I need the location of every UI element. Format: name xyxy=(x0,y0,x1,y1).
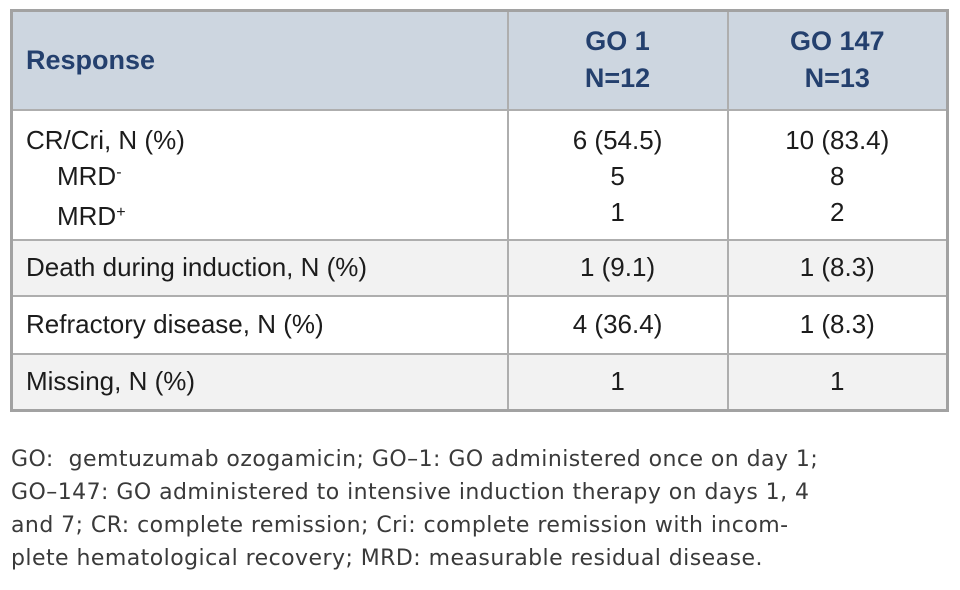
death-go1-value: 1 (9.1) xyxy=(506,238,729,297)
footnote-line-4: plete hematological recovery; MRD: measu… xyxy=(11,546,763,571)
cr-cri-go1-mrd-pos: 1 xyxy=(610,196,625,227)
refractory-go147-value: 1 (8.3) xyxy=(726,294,949,355)
table-row-refractory: Refractory disease, N (%) 4 (36.4) 1 (8.… xyxy=(10,294,949,355)
cr-cri-go147-mrd-pos: 2 xyxy=(830,196,845,227)
cr-cri-go147-total: 10 (83.4) xyxy=(785,124,890,155)
footnote-line-1: GO: gemtuzumab ozogamicin; GO–1: GO admi… xyxy=(11,447,819,472)
mrd-negative-label: MRD- xyxy=(57,160,122,191)
cr-cri-go147-mrd-neg: 8 xyxy=(830,160,845,191)
refractory-go1-value: 4 (36.4) xyxy=(506,294,729,355)
mrd-positive-label: MRD+ xyxy=(57,200,126,231)
table-row-death: Death during induction, N (%) 1 (9.1) 1 … xyxy=(10,238,949,297)
missing-go1-value: 1 xyxy=(506,352,729,412)
missing-label: Missing, N (%) xyxy=(10,352,509,412)
table-row-missing: Missing, N (%) 1 1 xyxy=(10,352,949,412)
response-results-table: Response GO 1 N=12 GO 147 N=13 CR/Cri, N… xyxy=(10,9,949,412)
footnote-line-3: and 7; CR: complete remission; Cri: comp… xyxy=(11,513,789,538)
cr-cri-go1-values: 6 (54.5) 5 1 xyxy=(506,108,729,241)
death-label: Death during induction, N (%) xyxy=(10,238,509,297)
superscript-plus: + xyxy=(116,203,126,222)
abbreviations-footnote: GO: gemtuzumab ozogamicin; GO–1: GO admi… xyxy=(11,443,956,575)
table-header-row: Response GO 1 N=12 GO 147 N=13 xyxy=(10,9,949,111)
header-go1-n: N=12 xyxy=(584,63,651,94)
missing-go147-value: 1 xyxy=(726,352,949,412)
cr-cri-go147-values: 10 (83.4) 8 2 xyxy=(726,108,949,241)
header-go1-title: GO 1 xyxy=(585,26,650,57)
header-go147: GO 147 N=13 xyxy=(726,9,949,111)
table-row-cr-cri: CR/Cri, N (%) MRD- MRD+ 6 (54.5) 5 1 10 … xyxy=(10,108,949,241)
death-go147-value: 1 (8.3) xyxy=(726,238,949,297)
refractory-label: Refractory disease, N (%) xyxy=(10,294,509,355)
header-go1: GO 1 N=12 xyxy=(506,9,729,111)
superscript-minus: - xyxy=(116,163,122,182)
header-response: Response xyxy=(10,9,509,111)
cr-cri-label: CR/Cri, N (%) xyxy=(26,124,185,155)
footnote-line-2: GO–147: GO administered to intensive ind… xyxy=(11,480,810,505)
cr-cri-go1-total: 6 (54.5) xyxy=(572,124,663,155)
row-label-cr-cri: CR/Cri, N (%) MRD- MRD+ xyxy=(10,108,509,241)
header-go147-title: GO 147 xyxy=(789,26,885,57)
cr-cri-go1-mrd-neg: 5 xyxy=(610,160,625,191)
header-go147-n: N=13 xyxy=(804,63,870,94)
